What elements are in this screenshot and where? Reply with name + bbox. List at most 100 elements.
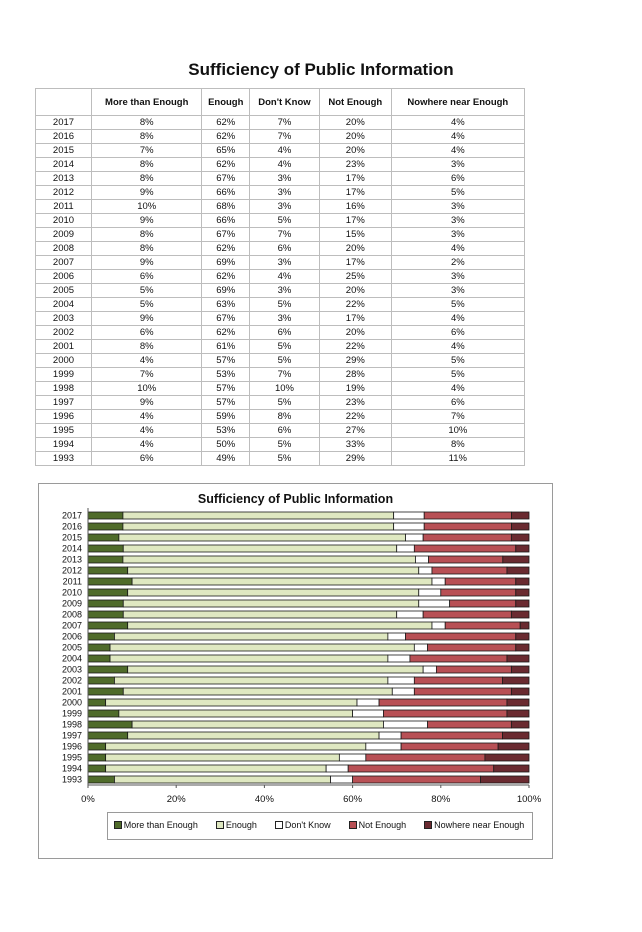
- category-label: 2004: [62, 654, 82, 664]
- bar-segment-nowhere-near-enough: [506, 709, 530, 718]
- bar-segment-nowhere-near-enough: [515, 632, 530, 641]
- cell-not-enough: 20%: [318, 325, 392, 340]
- table-row: 1996 4% 59% 8% 22% 7%: [35, 409, 526, 424]
- bar-segment-enough: [105, 753, 340, 762]
- cell-nowhere-near-enough: 6%: [390, 325, 526, 340]
- bar-segment-don-t-know: [431, 621, 446, 630]
- bar-segment-more-than-enough: [87, 676, 115, 685]
- bar-segment-enough: [131, 720, 384, 729]
- cell-not-enough: 33%: [318, 437, 392, 452]
- category-label: 2005: [62, 643, 82, 653]
- cell-nowhere-near-enough: 3%: [390, 213, 526, 228]
- cell-nowhere-near-enough: 4%: [390, 241, 526, 256]
- bar-segment-nowhere-near-enough: [519, 621, 530, 630]
- bar-segment-not-enough: [383, 709, 508, 718]
- row-year: 1993: [35, 451, 92, 466]
- bar-segment-nowhere-near-enough: [502, 731, 530, 740]
- bar-segment-not-enough: [405, 632, 517, 641]
- cell-enough: 67%: [201, 311, 251, 326]
- x-tick-label: 80%: [431, 794, 451, 805]
- table-row: 2003 9% 67% 3% 17% 4%: [35, 311, 526, 326]
- bar-segment-enough: [114, 676, 389, 685]
- bar-segment-not-enough: [431, 566, 508, 575]
- bar-segment-don-t-know: [387, 632, 406, 641]
- cell-dont-know: 5%: [249, 451, 320, 466]
- category-label: 2007: [62, 621, 82, 631]
- category-label: 1998: [62, 720, 82, 730]
- bar-segment-don-t-know: [393, 522, 425, 531]
- cell-dont-know: 3%: [249, 199, 320, 214]
- bar-segment-nowhere-near-enough: [515, 599, 530, 608]
- bar-segment-don-t-know: [325, 764, 349, 773]
- cell-not-enough: 23%: [318, 157, 392, 172]
- cell-enough: 61%: [201, 339, 251, 354]
- header-dont-know: Don't Know: [249, 88, 320, 116]
- legend-item: Enough: [215, 820, 257, 830]
- bar-segment-enough: [131, 577, 433, 586]
- cell-dont-know: 4%: [249, 143, 320, 158]
- category-label: 2010: [62, 588, 82, 598]
- bar-segment-more-than-enough: [87, 709, 120, 718]
- bar-segment-more-than-enough: [87, 588, 129, 597]
- category-label: 2001: [62, 687, 82, 697]
- cell-enough: 66%: [201, 213, 251, 228]
- cell-not-enough: 28%: [318, 367, 392, 382]
- row-year: 2014: [35, 157, 92, 172]
- cell-enough: 57%: [201, 395, 251, 410]
- bar-segment-nowhere-near-enough: [515, 588, 530, 597]
- bar-segment-more-than-enough: [87, 599, 124, 608]
- cell-enough: 53%: [201, 423, 251, 438]
- legend-item: Nowhere near Enough: [424, 820, 524, 830]
- legend-item: More than Enough: [113, 820, 198, 830]
- category-label: 2015: [62, 533, 82, 543]
- category-label: 1995: [62, 753, 82, 763]
- cell-nowhere-near-enough: 4%: [390, 143, 526, 158]
- bar-segment-more-than-enough: [87, 643, 111, 652]
- legend-swatch: [348, 821, 357, 829]
- table-row: 1995 4% 53% 6% 27% 10%: [35, 423, 526, 438]
- legend-label: Not Enough: [358, 820, 407, 830]
- bar-segment-enough: [105, 698, 358, 707]
- cell-enough: 69%: [201, 255, 251, 270]
- category-label: 2003: [62, 665, 82, 675]
- row-year: 2011: [35, 199, 92, 214]
- cell-dont-know: 5%: [249, 339, 320, 354]
- table-row: 2008 8% 62% 6% 20% 4%: [35, 241, 526, 256]
- cell-dont-know: 7%: [249, 367, 320, 382]
- cell-more-than-enough: 5%: [90, 283, 203, 298]
- bar-segment-not-enough: [423, 511, 512, 520]
- cell-dont-know: 3%: [249, 171, 320, 186]
- cell-enough: 62%: [201, 269, 251, 284]
- category-label: 2006: [62, 632, 82, 642]
- bar-segment-don-t-know: [387, 654, 411, 663]
- bar-segment-more-than-enough: [87, 753, 107, 762]
- cell-more-than-enough: 10%: [90, 199, 203, 214]
- cell-dont-know: 4%: [249, 269, 320, 284]
- cell-more-than-enough: 9%: [90, 311, 203, 326]
- cell-dont-know: 6%: [249, 325, 320, 340]
- bar-segment-more-than-enough: [87, 632, 115, 641]
- legend-label: Don't Know: [284, 820, 331, 830]
- table-row: 2006 6% 62% 4% 25% 3%: [35, 269, 526, 284]
- cell-dont-know: 5%: [249, 297, 320, 312]
- bar-segment-don-t-know: [338, 753, 367, 762]
- cell-enough: 67%: [201, 227, 251, 242]
- bar-segment-more-than-enough: [87, 621, 129, 630]
- cell-more-than-enough: 8%: [90, 227, 203, 242]
- cell-more-than-enough: 6%: [90, 451, 203, 466]
- bar-segment-not-enough: [409, 654, 508, 663]
- cell-not-enough: 17%: [318, 171, 392, 186]
- row-year: 2009: [35, 227, 92, 242]
- cell-not-enough: 20%: [318, 283, 392, 298]
- cell-nowhere-near-enough: 4%: [390, 129, 526, 144]
- table-row: 2015 7% 65% 4% 20% 4%: [35, 143, 526, 158]
- cell-nowhere-near-enough: 3%: [390, 227, 526, 242]
- x-tick-label: 20%: [167, 794, 187, 805]
- cell-more-than-enough: 4%: [90, 437, 203, 452]
- bar-segment-enough: [127, 588, 420, 597]
- bar-segment-don-t-know: [352, 709, 384, 718]
- cell-dont-know: 7%: [249, 129, 320, 144]
- category-label: 2009: [62, 599, 82, 609]
- cell-enough: 62%: [201, 129, 251, 144]
- bar-segment-not-enough: [400, 742, 499, 751]
